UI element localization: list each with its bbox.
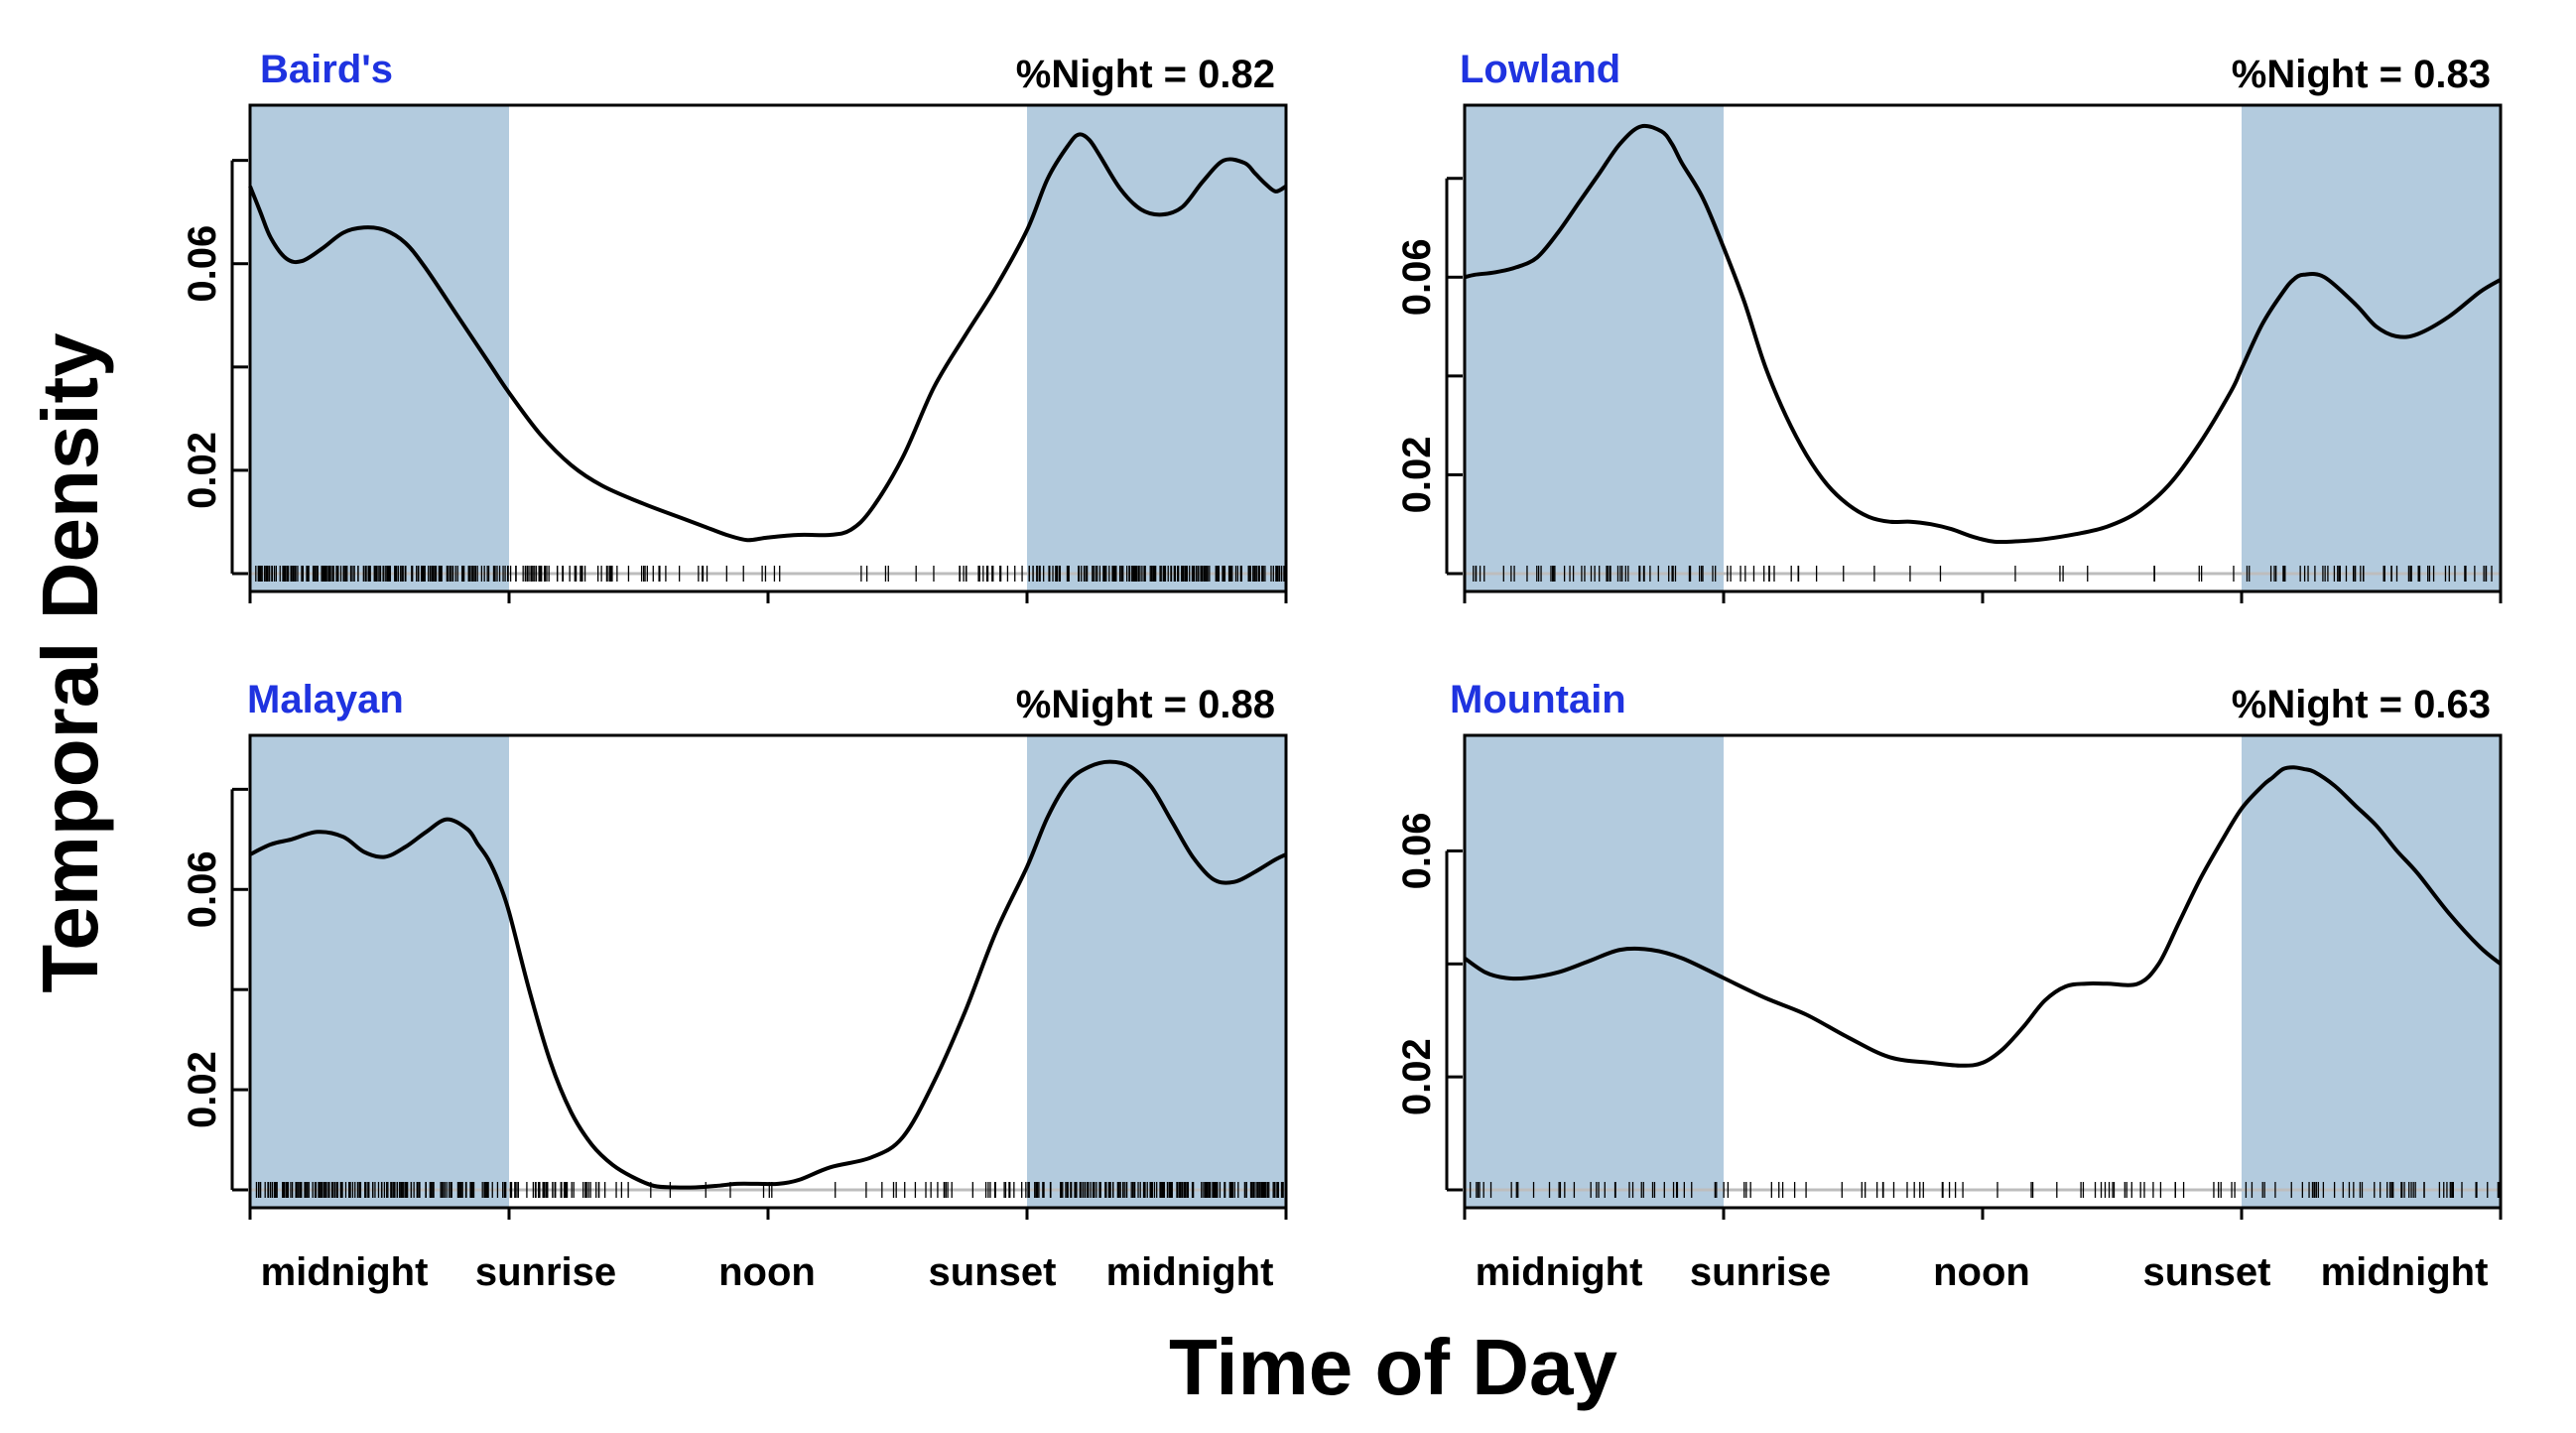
y-tick-label: 0.06 [1395,813,1439,890]
x-tick-label: sunrise [475,1250,616,1294]
x-tick-label: midnight [1106,1250,1274,1294]
x-tick-label: sunset [2143,1250,2271,1294]
panel-title: Lowland [1460,48,1620,91]
night-band [1465,735,1724,1207]
y-tick-label: 0.02 [181,432,224,509]
rug [249,1182,1284,1198]
panel-2: 0.02 0.06 Lowland %Night = 0.83 [1395,48,2503,603]
x-tick-label: midnight [1476,1250,1643,1294]
x-tick-label: noon [1933,1250,2030,1294]
panels: 0.02 0.06 Baird's %Night = 0.82 0.02 0.06 Lowl… [181,48,2503,1294]
rug [1470,1182,2500,1198]
panel-1: 0.02 0.06 Baird's %Night = 0.82 [181,48,1288,603]
x-tick-label: sunrise [1690,1250,1831,1294]
density-curve [249,759,1287,1190]
panel-4: 0.02 0.06 midnight sunrise noon sunset midnigh… [1395,678,2503,1294]
night-fraction-label: %Night = 0.88 [1016,683,1275,726]
panel-title: Baird's [260,48,393,91]
night-band [250,735,509,1207]
panel-title: Mountain [1450,678,1626,721]
panel-title: Malayan [247,678,404,721]
rug [1464,566,2493,582]
density-curve [1463,765,2503,1068]
night-band [1027,735,1286,1207]
night-fraction-label: %Night = 0.63 [2232,683,2491,726]
y-tick-label: 0.02 [1395,437,1439,514]
x-tick-label: midnight [261,1250,429,1294]
y-tick-label: 0.06 [181,225,224,303]
night-band [1027,105,1286,590]
night-band [2242,105,2501,590]
y-tick-label: 0.06 [1395,238,1439,316]
rug [255,566,1285,582]
y-axis-title: Temporal Density [26,332,114,993]
x-tick-label: sunset [929,1250,1057,1294]
density-curve [1464,123,2503,545]
night-band [2242,735,2501,1207]
night-band [1465,105,1724,590]
y-tick-label: 0.02 [181,1051,224,1128]
x-axis-title: Time of Day [1169,1323,1618,1411]
x-tick-label: midnight [2321,1250,2489,1294]
x-tick-label: noon [718,1250,816,1294]
night-fraction-label: %Night = 0.82 [1016,53,1275,96]
panel-3: 0.02 0.06 midnight sunrise noon sunset midnigh… [181,678,1288,1294]
density-curve [248,132,1288,543]
night-band [250,105,509,590]
night-fraction-label: %Night = 0.83 [2232,53,2491,96]
y-tick-label: 0.06 [181,850,224,928]
y-tick-label: 0.02 [1395,1038,1439,1115]
